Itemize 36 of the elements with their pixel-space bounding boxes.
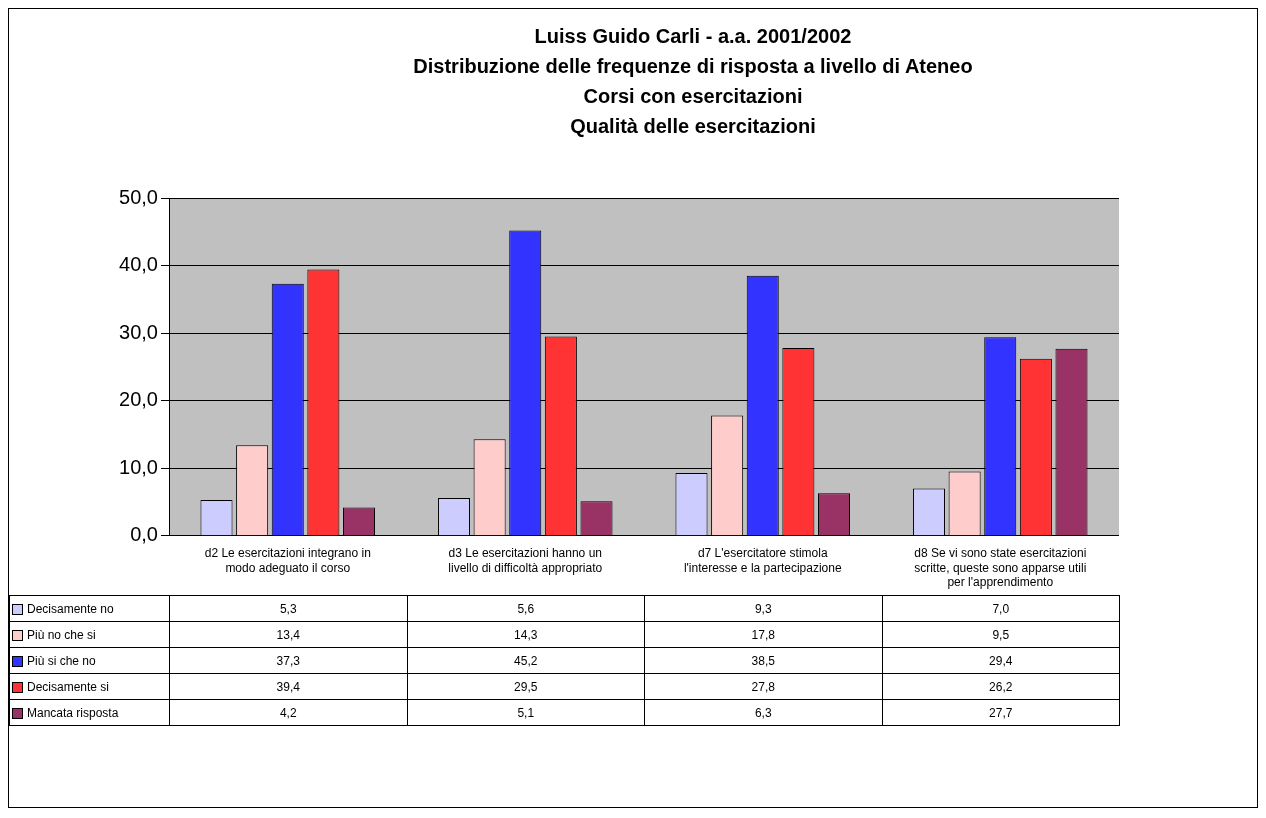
data-label: 9,5 xyxy=(882,621,1120,648)
chart-title: Luiss Guido Carli - a.a. 2001/2002 Distribuzione delle frequenze di risposta a livello di Ateneo Corsi con esercitazioni Qualità delle esercitazioni xyxy=(412,24,974,139)
data-label: 6,3 xyxy=(644,699,882,726)
y-tick-label: 10,0 xyxy=(119,455,158,478)
data-label: 4,2 xyxy=(169,699,407,726)
data-label: 13,4 xyxy=(169,621,407,648)
data-label: 39,4 xyxy=(169,673,407,700)
y-tick-label: 50,0 xyxy=(119,185,158,208)
data-label: 29,5 xyxy=(407,673,645,700)
data-label: 5,3 xyxy=(169,595,407,622)
legend-label: Decisamente no xyxy=(27,601,114,616)
legend-label: Decisamente si xyxy=(27,679,110,694)
x-tick-label: d3 Le esercitazioni hanno un livello di difficoltà appropriato xyxy=(448,546,603,575)
data-label: 45,2 xyxy=(407,647,645,674)
data-label: 37,3 xyxy=(169,647,407,674)
data-label: 9,3 xyxy=(644,595,882,622)
legend-label: Più si che no xyxy=(27,653,96,668)
data-label: 7,0 xyxy=(882,595,1120,622)
data-label: 5,6 xyxy=(407,595,645,622)
data-label: 27,7 xyxy=(882,699,1120,726)
y-tick-label: 0,0 xyxy=(130,523,158,546)
data-label: 26,2 xyxy=(882,673,1120,700)
y-tick-label: 40,0 xyxy=(119,253,158,276)
data-label: 14,3 xyxy=(407,621,645,648)
data-label: 5,1 xyxy=(407,699,645,726)
legend-label: Più no che si xyxy=(27,627,96,642)
x-tick-label: d7 L'esercitatore stimola l'interesse e la partecipazione xyxy=(683,546,842,575)
legend-label: Mancata risposta xyxy=(27,705,119,720)
y-tick-label: 20,0 xyxy=(119,388,158,411)
x-tick-label: d2 Le esercitazioni integrano in modo adeguato il corso xyxy=(204,546,371,575)
data-label: 17,8 xyxy=(644,621,882,648)
data-label: 29,4 xyxy=(882,647,1120,674)
x-tick-label: d8 Se vi sono state esercitazioni scritte, queste sono apparse utili per l'apprendimento xyxy=(914,546,1087,590)
data-label: 27,8 xyxy=(644,673,882,700)
y-tick-label: 30,0 xyxy=(119,320,158,343)
data-label: 38,5 xyxy=(644,647,882,674)
